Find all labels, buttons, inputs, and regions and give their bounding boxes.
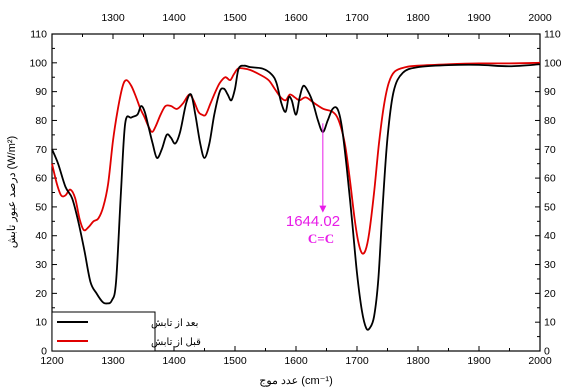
- x-tick-label-top: 2000: [528, 12, 552, 24]
- y-tick-label-left: 90: [35, 86, 47, 98]
- y-tick-label-right: 80: [544, 115, 556, 127]
- axis-tick-labels: 1200 1300 1400 1500 1600 1700 1800 1900 20001300…: [29, 12, 561, 367]
- y-tick-label-left: 80: [35, 115, 47, 127]
- y-tick-label-right: 70: [544, 144, 556, 156]
- y-tick-label-right: 40: [544, 230, 556, 242]
- y-tick-label-right: 100: [544, 57, 562, 69]
- series-line-before: [51, 61, 541, 255]
- y-tick-label-left: 20: [35, 288, 47, 300]
- legend-label-before: قبل از تابش: [151, 337, 201, 348]
- y-tick-label-right: 110: [544, 29, 561, 41]
- y-axis-title: درصد عبور تابش (W/m²): [6, 136, 18, 248]
- x-tick-label-bottom: 1500: [223, 355, 247, 367]
- x-tick-label-top: 1400: [162, 12, 186, 24]
- y-tick-label-right: 0: [544, 346, 550, 358]
- y-tick-label-right: 20: [544, 288, 556, 300]
- x-tick-label-bottom: 1200: [40, 355, 64, 367]
- x-tick-label-bottom: 1400: [162, 355, 186, 367]
- y-tick-label-left: 50: [35, 201, 47, 213]
- y-tick-label-right: 90: [544, 86, 556, 98]
- y-tick-label-left: 10: [35, 317, 47, 329]
- x-axis-title: عدد موج (cm⁻¹): [259, 375, 332, 387]
- x-tick-label-top: 1300: [101, 12, 125, 24]
- y-tick-label-left: 70: [35, 144, 47, 156]
- y-tick-label-left: 40: [35, 230, 47, 242]
- annotation-arrowhead: [319, 205, 327, 213]
- x-tick-label-top: 1500: [223, 12, 247, 24]
- legend-box: [51, 311, 156, 352]
- series-line-after: [51, 63, 541, 331]
- x-tick-label-top: 1700: [345, 12, 369, 24]
- axis-ticks: [51, 33, 541, 352]
- y-tick-label-left: 110: [30, 29, 47, 41]
- x-tick-label-top: 1900: [467, 12, 491, 24]
- y-tick-label-left: 0: [41, 346, 47, 358]
- x-tick-label-bottom: 1600: [284, 355, 308, 367]
- annotation-value: 1644.02: [286, 213, 340, 230]
- series-lines: [51, 61, 541, 331]
- y-tick-label-left: 100: [29, 57, 47, 69]
- x-tick-label-top: 1800: [406, 12, 430, 24]
- y-tick-label-right: 10: [544, 317, 556, 329]
- x-tick-label-bottom: 1800: [406, 355, 430, 367]
- legend: بعد از تابش قبل از تابش: [51, 311, 201, 352]
- y-tick-label-right: 50: [544, 201, 556, 213]
- annotation: 1644.02 C=C: [286, 123, 340, 246]
- y-tick-label-left: 60: [35, 173, 47, 185]
- x-tick-label-bottom: 1700: [345, 355, 369, 367]
- legend-label-after: بعد از تابش: [151, 318, 198, 329]
- x-tick-label-top: 1600: [284, 12, 308, 24]
- y-tick-label-right: 30: [544, 259, 556, 271]
- y-tick-label-left: 30: [35, 259, 47, 271]
- x-tick-label-bottom: 1300: [101, 355, 125, 367]
- x-tick-label-bottom: 1900: [467, 355, 491, 367]
- x-tick-label-bottom: 2000: [528, 355, 552, 367]
- y-tick-label-right: 60: [544, 173, 556, 185]
- annotation-formula: C=C: [308, 231, 334, 246]
